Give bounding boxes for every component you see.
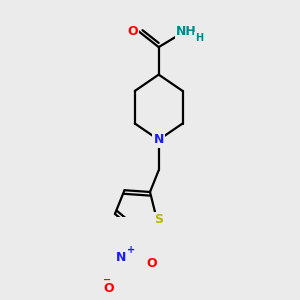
Text: H: H [195, 33, 203, 43]
Text: O: O [103, 283, 114, 296]
Text: +: + [127, 245, 135, 255]
Text: NH: NH [176, 25, 196, 38]
Text: N: N [116, 251, 127, 264]
Text: N: N [154, 133, 164, 146]
Text: S: S [154, 213, 164, 226]
Text: O: O [127, 25, 138, 38]
Text: O: O [147, 257, 157, 270]
Text: −: − [103, 274, 111, 284]
